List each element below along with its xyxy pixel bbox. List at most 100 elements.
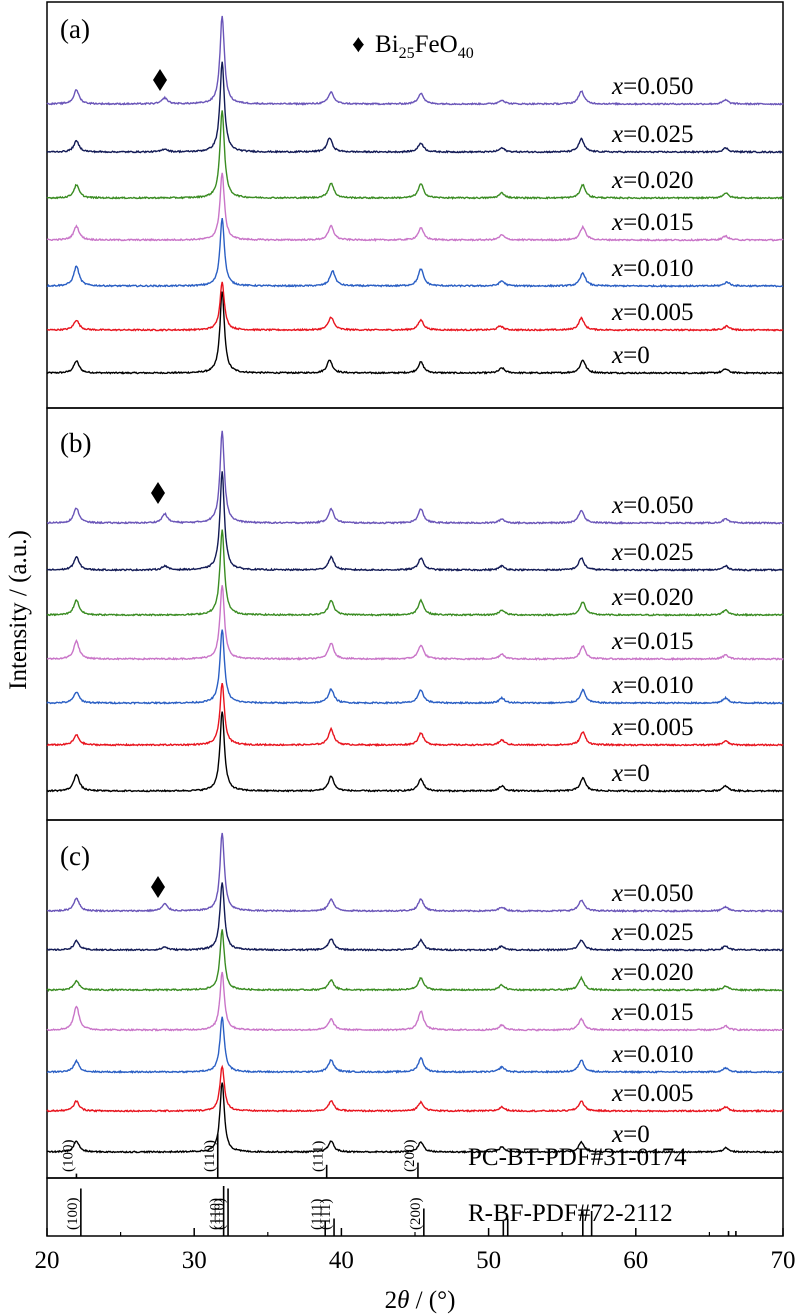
ref-r-bf-name: R-BF-PDF#72-2112 (468, 1200, 673, 1227)
x-axis-label-unit: / (°) (409, 1287, 455, 1314)
trace-c-x=0 (46, 1082, 784, 1154)
series-label-x: x (611, 584, 623, 611)
series-label-x: x (611, 999, 623, 1026)
series-label-value: =0 (623, 1121, 650, 1148)
series-label: x=0.050 (611, 73, 693, 100)
series-label-x: x (611, 714, 623, 741)
reference-lines: (100) (110) (111) (200)(100) (110)(1̄1̄0) (11… (60, 1134, 737, 1236)
hkl-label: (1̄1̄0) (212, 1198, 228, 1230)
series-label-value: =0.020 (623, 584, 693, 611)
trace-c-x=0.020 (46, 929, 784, 992)
hkl-label: (111) (309, 1199, 325, 1230)
series-label: x=0.010 (611, 1041, 693, 1068)
series-label-x: x (611, 255, 623, 282)
o-subscript: 40 (458, 45, 474, 62)
series-label: x=0.020 (611, 959, 693, 986)
x-tick-label: 50 (476, 1247, 501, 1274)
diamond-icon (153, 69, 167, 91)
series-label-value: =0.025 (623, 539, 693, 566)
series-label: x=0.005 (611, 1080, 693, 1107)
trace-a-x=0.050 (46, 15, 784, 106)
series-label-value: =0.015 (623, 999, 693, 1026)
trace-c-x=0.005 (46, 1064, 784, 1113)
trace-b-x=0.005 (46, 682, 784, 747)
panel-a-frame (46, 1, 784, 409)
series-label-x: x (611, 342, 623, 369)
series-label: x=0 (611, 1121, 650, 1148)
series-label: x=0.015 (611, 209, 693, 236)
trace-a-x=0.005 (46, 281, 784, 332)
series-label-x: x (611, 760, 623, 787)
x-tick-label: 30 (182, 1247, 207, 1274)
ref-pc-bt-name: PC-BT-PDF#31-0174 (468, 1144, 687, 1171)
svg-text:♦ Bi25FeO40: ♦ Bi25FeO40 (352, 31, 474, 62)
series-label-x: x (611, 73, 623, 100)
series-label-value: =0.005 (623, 299, 693, 326)
series-label-x: x (611, 1080, 623, 1107)
series-label-value: =0.010 (623, 255, 693, 282)
series-labels: x=0x=0.005x=0.010x=0.015x=0.020x=0.025x=… (151, 69, 693, 1148)
series-label-value: =0 (623, 342, 650, 369)
series-label: x=0.050 (611, 880, 693, 907)
hkl-label: (200) (402, 1140, 418, 1173)
hkl-label: (200) (408, 1198, 424, 1231)
panel-a-label: (a) (60, 14, 90, 44)
bi25feo40-legend: ♦ Bi25FeO40 (352, 31, 474, 62)
series-label-value: =0.005 (623, 714, 693, 741)
series-label-value: =0 (623, 760, 650, 787)
x-axis-label-theta: θ (397, 1287, 409, 1314)
trace-c-x=0.025 (46, 882, 784, 952)
series-label-value: =0.050 (623, 492, 693, 519)
trace-b-x=0.020 (46, 529, 784, 617)
series-label-x: x (611, 209, 623, 236)
bi-subscript: 25 (399, 45, 415, 62)
hkl-label: (100) (65, 1198, 81, 1231)
series-label-x: x (611, 959, 623, 986)
panel-b-frame (46, 407, 784, 821)
trace-c-x=0.010 (46, 1016, 784, 1074)
trace-b-x=0.050 (47, 430, 784, 525)
hkl-label: (111) (311, 1141, 327, 1172)
series-label: x=0.025 (611, 919, 693, 946)
trace-a-x=0.015 (46, 172, 784, 242)
trace-b-x=0.025 (46, 471, 784, 572)
series-label-x: x (611, 672, 623, 699)
hkl-label: (11̄1) (318, 1199, 334, 1230)
series-label-x: x (611, 1121, 623, 1148)
trace-b-x=0.015 (46, 585, 784, 662)
series-label-value: =0.015 (623, 209, 693, 236)
series-label: x=0.020 (611, 584, 693, 611)
series-label: x=0.010 (611, 255, 693, 282)
trace-a-x=0.020 (46, 110, 784, 200)
diffraction-traces (46, 15, 784, 1154)
series-label-x: x (611, 628, 623, 655)
trace-a-x=0.025 (46, 61, 784, 154)
x-axis-label-prefix: 2 (385, 1287, 398, 1314)
x-tick-label: 60 (623, 1247, 648, 1274)
series-label: x=0.015 (611, 999, 693, 1026)
series-label-value: =0.015 (623, 628, 693, 655)
series-label: x=0.050 (611, 492, 693, 519)
series-label-value: =0.050 (623, 73, 693, 100)
panel-c-label: (c) (60, 841, 90, 871)
series-label: x=0 (611, 342, 650, 369)
series-label-x: x (611, 167, 623, 194)
series-label-value: =0.050 (623, 880, 693, 907)
hkl-label: (100) (60, 1140, 76, 1173)
x-tick-label: 70 (771, 1247, 796, 1274)
hkl-label: (110) (202, 1140, 218, 1172)
trace-b-x=0 (46, 711, 784, 793)
series-label-x: x (611, 1041, 623, 1068)
series-label: x=0.005 (611, 299, 693, 326)
trace-b-x=0.010 (46, 629, 784, 705)
series-label: x=0.010 (611, 672, 693, 699)
series-label: x=0.025 (611, 539, 693, 566)
series-label-value: =0.020 (623, 167, 693, 194)
x-tick-label: 20 (35, 1247, 60, 1274)
diamond-icon (151, 876, 165, 898)
x-tick-label: 40 (329, 1247, 354, 1274)
series-label-value: =0.005 (623, 1080, 693, 1107)
series-label-x: x (611, 919, 623, 946)
y-axis-label: Intensity / (a.u.) (5, 530, 32, 690)
series-label: x=0 (611, 760, 650, 787)
